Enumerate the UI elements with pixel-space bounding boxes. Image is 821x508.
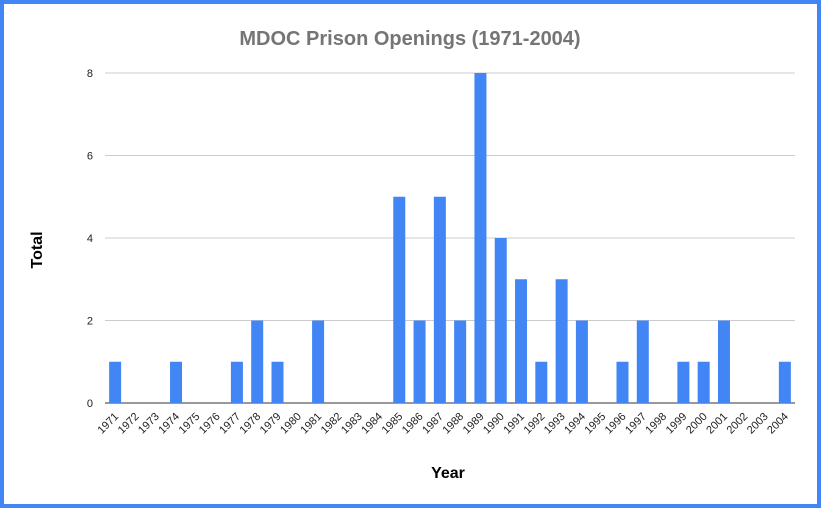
- x-tick-label: 1975: [177, 411, 203, 437]
- x-tick-label: 1989: [461, 411, 487, 437]
- bar-2001: [717, 320, 730, 403]
- bar-1996: [616, 361, 629, 403]
- x-tick-label: 1995: [583, 411, 609, 437]
- y-axis-title: Total: [29, 231, 46, 268]
- x-tick-label: 1987: [420, 411, 446, 437]
- x-tick-label: 1976: [197, 411, 223, 437]
- bar-1989: [474, 73, 487, 403]
- bar-1987: [433, 196, 446, 403]
- x-tick-label: 1996: [603, 411, 629, 437]
- y-tick-label: 8: [87, 68, 93, 80]
- x-tick-label: 1971: [95, 411, 121, 437]
- x-tick-label: 1992: [522, 411, 548, 437]
- bar-1993: [555, 279, 568, 403]
- bar-1981: [312, 320, 325, 403]
- x-tick-label: 2000: [684, 411, 710, 437]
- x-tick-label: 2003: [745, 411, 771, 437]
- x-tick-label: 2004: [765, 411, 791, 437]
- y-tick-label: 0: [87, 398, 93, 410]
- x-tick-label: 1979: [258, 411, 284, 437]
- x-tick-label: 1999: [664, 411, 690, 437]
- x-tick-label: 1983: [339, 411, 365, 437]
- x-tick-label: 1978: [238, 411, 264, 437]
- y-axis-ticks: 0 2 4 6 8: [87, 68, 93, 410]
- x-tick-label: 2001: [704, 411, 730, 437]
- bar-1979: [271, 361, 284, 403]
- x-tick-label: 1994: [562, 411, 588, 437]
- bar-1985: [393, 196, 406, 403]
- x-tick-label: 1998: [643, 411, 669, 437]
- x-tick-label: 1981: [298, 411, 324, 437]
- chart-title: MDOC Prison Openings (1971-2004): [239, 28, 580, 50]
- y-tick-label: 2: [87, 316, 93, 328]
- x-tick-label: 1993: [542, 411, 568, 437]
- bar-1977: [230, 361, 243, 403]
- bar-1978: [251, 320, 264, 403]
- bar-1991: [515, 279, 528, 403]
- bar-1990: [494, 238, 507, 403]
- y-tick-label: 6: [87, 151, 93, 163]
- x-tick-label: 1986: [400, 411, 426, 437]
- x-tick-label: 1980: [278, 411, 304, 437]
- x-tick-label: 1985: [380, 411, 406, 437]
- x-tick-label: 1972: [116, 411, 142, 437]
- x-tick-label: 2002: [725, 411, 751, 437]
- gridlines: [105, 72, 795, 404]
- bars: [109, 73, 791, 403]
- x-tick-label: 1991: [501, 411, 527, 437]
- x-tick-label: 1974: [156, 411, 182, 437]
- bar-1974: [170, 361, 183, 403]
- bar-1992: [535, 361, 548, 403]
- bar-2000: [697, 361, 710, 403]
- x-axis-ticks: 1971197219731974197519761977197819791980…: [95, 411, 791, 437]
- bar-1971: [109, 361, 122, 403]
- bar-1994: [575, 320, 588, 403]
- x-axis-title: Year: [431, 465, 465, 482]
- x-tick-label: 1984: [359, 411, 385, 437]
- x-tick-label: 1997: [623, 411, 649, 437]
- bar-1988: [454, 320, 467, 403]
- x-tick-label: 1988: [440, 411, 466, 437]
- bar-1999: [677, 361, 690, 403]
- x-tick-label: 1973: [136, 411, 162, 437]
- bar-1997: [636, 320, 649, 403]
- x-tick-label: 1977: [217, 411, 243, 437]
- bar-2004: [778, 361, 791, 403]
- bar-1986: [413, 320, 426, 403]
- y-tick-label: 4: [87, 233, 93, 245]
- x-tick-label: 1982: [319, 411, 345, 437]
- x-tick-label: 1990: [481, 411, 507, 437]
